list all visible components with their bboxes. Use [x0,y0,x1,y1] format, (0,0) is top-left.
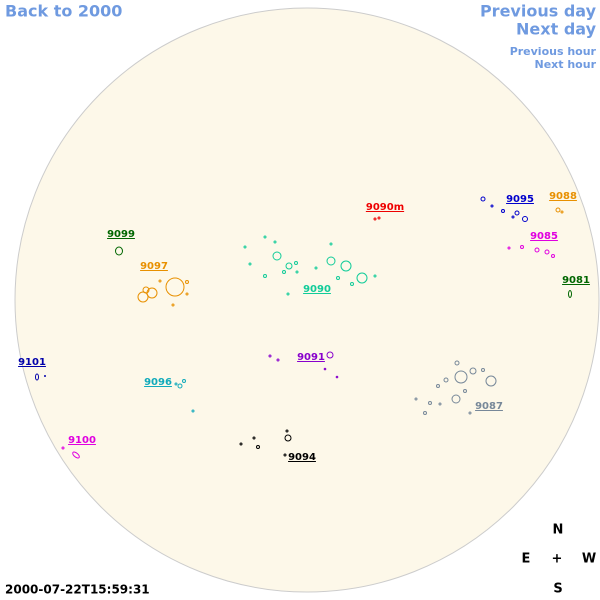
region-label[interactable]: 9090 [303,284,331,295]
compass-north: N [553,523,564,538]
previous-hour-link[interactable]: Previous hour [510,45,597,58]
next-hour-link[interactable]: Next hour [535,58,597,71]
region-label[interactable]: 9096 [144,377,172,388]
region-label[interactable]: 9094 [288,452,316,463]
previous-day-link[interactable]: Previous day [480,2,597,21]
region-label[interactable]: 9095 [506,194,534,205]
next-day-link[interactable]: Next day [516,20,597,39]
back-link[interactable]: Back to 2000 [5,2,122,21]
timestamp: 2000-07-22T15:59:31 [5,583,150,597]
compass-east: E [522,552,531,567]
region-label[interactable]: 9099 [107,229,135,240]
region-label[interactable]: 9090m [366,202,404,213]
region-label[interactable]: 9100 [68,435,96,446]
region-label[interactable]: 9081 [562,275,590,286]
region-labels: 9090m 9095 9088 9099 9085 9097 9090 9081… [18,191,590,463]
region-label[interactable]: 9085 [530,231,558,242]
region-label[interactable]: 9088 [549,191,577,202]
compass-south: S [553,582,562,597]
region-label[interactable]: 9087 [475,401,503,412]
region-label[interactable]: 9091 [297,352,325,363]
compass-center: + [552,552,563,567]
sunspots [35,196,572,459]
region-label[interactable]: 9097 [140,261,168,272]
solar-disk [14,7,600,593]
compass-west: W [582,552,596,567]
region-label[interactable]: 9101 [18,357,46,368]
